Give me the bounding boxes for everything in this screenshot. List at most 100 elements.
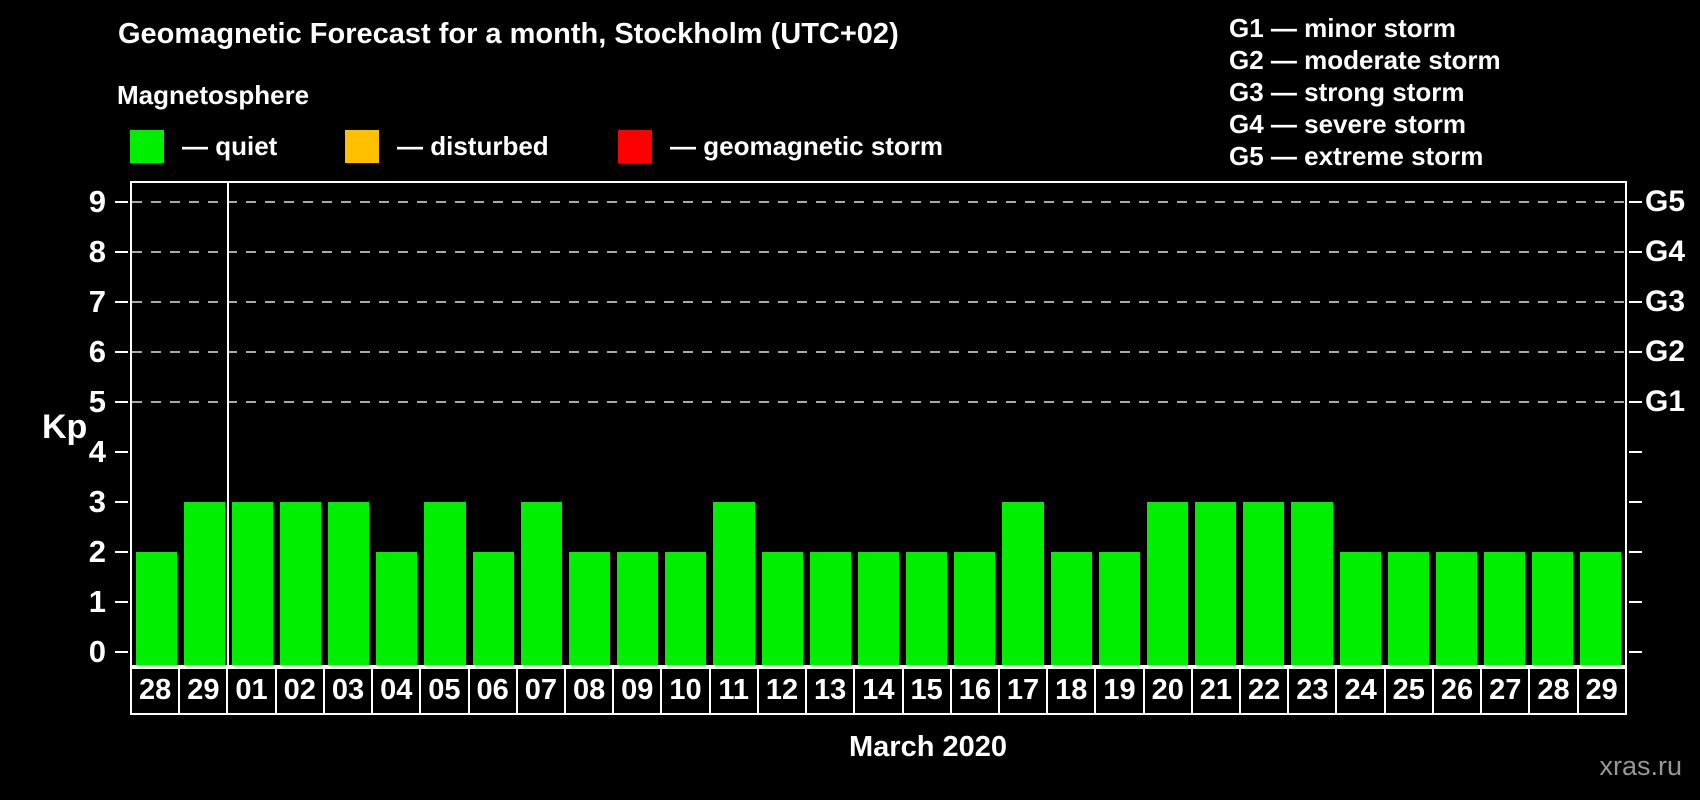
y-axis-tick-left [115,601,128,603]
gridline-kp-7 [132,301,1625,303]
kp-bar-day-10 [665,552,707,667]
x-axis-date-cell: 23 [1287,667,1335,713]
x-axis-date-cell: 08 [563,667,612,713]
x-axis-date-cell: 09 [612,667,660,713]
storm-scale-legend-line: G5 — extreme storm [1229,141,1484,171]
kp-bar-day-25 [1387,552,1429,667]
storm-scale-legend-line: G3 — strong storm [1229,77,1465,107]
legend-item: — quiet [130,129,277,163]
kp-bar-day-16 [954,552,996,667]
x-axis-date-cell: 07 [515,667,564,713]
legend-item-label: — disturbed [397,131,549,161]
y-axis-tick-right [1629,201,1642,203]
y-axis-tick-right [1629,301,1642,303]
x-axis-date-cell: 20 [1142,667,1191,713]
chart-title: Geomagnetic Forecast for a month, Stockh… [118,18,899,50]
x-axis-date-cell: 22 [1239,667,1287,713]
kp-bar-day-28 [1532,552,1574,667]
x-axis-date-cell: 01 [226,667,274,713]
kp-bar-day-11 [713,502,755,667]
kp-bar-day-01 [231,502,273,667]
kp-bar-day-04 [376,552,418,667]
right-axis-label-g2: G2 [1645,335,1686,368]
x-axis-date-cell: 06 [467,667,516,713]
x-axis-date-cell: 28 [1528,667,1576,713]
y-axis-tick-label: 8 [88,234,106,269]
kp-bar-day-03 [328,502,370,667]
chart-subtitle: Magnetosphere [117,80,310,110]
y-axis-tick-right [1629,551,1642,553]
x-axis-date-cell: 18 [1046,667,1094,713]
kp-bar-day-07 [520,502,562,667]
kp-bar-day-22 [1243,502,1285,667]
x-axis-date-cell: 24 [1335,667,1383,713]
y-axis-tick-label: 6 [88,334,106,369]
kp-bar-day-06 [472,552,514,667]
x-axis-date-cell: 02 [274,667,323,713]
right-axis-label-g4: G4 [1645,235,1686,268]
kp-bar-day-15 [906,552,948,667]
kp-bar-day-21 [1195,502,1237,667]
x-axis-date-cell: 17 [997,667,1046,713]
kp-bar-day-09 [617,552,659,667]
gridline-kp-5 [132,401,1625,403]
kp-bar-day-19 [1098,552,1140,667]
x-axis-date-cell: 05 [419,667,467,713]
y-axis-tick-label: 9 [88,184,106,219]
y-axis-title: Kp [42,408,88,446]
y-axis-tick-left [115,651,128,653]
y-axis-tick-label: 5 [88,384,106,419]
x-axis-date-cell: 13 [805,667,853,713]
x-axis-date-cell: 19 [1094,667,1142,713]
legend-color-swatch-icon [618,129,652,163]
storm-scale-legend-line: G2 — moderate storm [1229,45,1501,75]
y-axis-tick-label: 0 [88,634,106,669]
kp-bar-day-12 [761,552,803,667]
x-axis-date-cell: 14 [853,667,901,713]
right-axis-label-g3: G3 [1645,285,1686,318]
y-axis-tick-right [1629,601,1642,603]
y-axis-tick-right [1629,401,1642,403]
y-axis-tick-left [115,301,128,303]
x-axis-date-cell: 15 [901,667,950,713]
x-axis-date-cell: 26 [1431,667,1480,713]
kp-bar-day-28 [135,552,177,667]
x-axis-date-cell: 21 [1190,667,1239,713]
storm-scale-legend-line: G1 — minor storm [1229,13,1456,43]
watermark: xras.ru [1599,751,1682,781]
y-axis-tick-left [115,451,128,453]
x-axis-date-cell: 11 [708,667,757,713]
kp-bar-day-27 [1484,552,1526,667]
x-axis-date-cell: 12 [756,667,805,713]
kp-bar-day-23 [1291,502,1333,667]
x-axis-date-cell: 25 [1383,667,1432,713]
kp-bar-day-29 [1580,552,1622,667]
y-axis-tick-label: 7 [88,284,106,319]
x-axis-date-cell: 29 [1576,667,1625,713]
storm-scale-legend: G1 — minor storm G2 — moderate storm G3 — … [1229,12,1501,172]
x-axis-date-cell: 29 [178,667,226,713]
legend-item-label: — geomagnetic storm [670,131,944,161]
y-axis-tick-left [115,201,128,203]
legend-item: — disturbed [345,129,549,163]
kp-bar-day-02 [279,502,322,667]
y-axis-tick-right [1629,451,1642,453]
x-axis-date-row: 28 29 01 02 03 04 05 06 07 08 09 10 11 12 13 14 15 16 17 18… [130,665,1627,715]
x-axis-date-cell: 04 [371,667,419,713]
x-axis-date-cell: 28 [138,673,172,706]
x-axis-date-cell: 16 [949,667,998,713]
kp-bar-day-13 [809,552,851,667]
kp-bar-day-17 [1002,502,1044,667]
kp-bar-day-24 [1339,552,1381,667]
y-axis-tick-right [1629,651,1642,653]
x-axis-date-cell: 10 [660,667,708,713]
right-axis-label-g5: G5 [1645,185,1686,218]
y-axis-tick-left [115,401,128,403]
kp-bar-day-08 [568,552,611,667]
y-axis-tick-left [115,551,128,553]
y-axis-tick-right [1629,251,1642,253]
storm-scale-legend-line: G4 — severe storm [1229,109,1467,139]
y-axis-tick-label: 1 [88,584,106,619]
y-axis-tick-left [115,251,128,253]
